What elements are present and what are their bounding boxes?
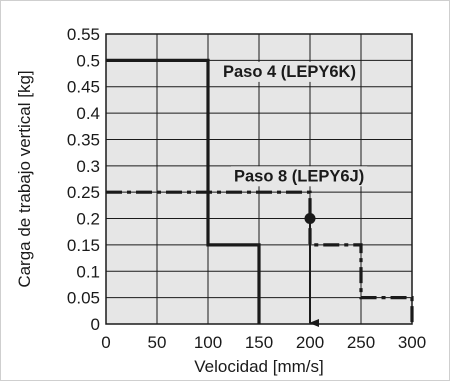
x-tick-label: 200 [296, 333, 324, 352]
y-tick-label: 0.1 [76, 262, 100, 281]
x-tick-labels: 0 50 100 150 200 250 300 [101, 333, 426, 352]
series-layer [106, 58, 414, 324]
y-axis-label: Carga de trabajo vertical [kg] [15, 70, 34, 287]
y-tick-label: 0.35 [67, 130, 100, 149]
x-tick-label: 0 [101, 333, 110, 352]
series-label: Paso 8 (LEPY6J) [234, 167, 364, 185]
y-tick-label: 0.55 [67, 25, 100, 44]
series-line-2 [106, 190, 414, 324]
y-tick-label: 0.4 [76, 104, 100, 123]
y-tick-label: 0.05 [67, 289, 100, 308]
series-label-background [231, 166, 368, 187]
x-tick-label: 300 [398, 333, 426, 352]
x-tick-label: 250 [347, 333, 375, 352]
series-label: Paso 4 (LEPY6K) [223, 63, 356, 81]
y-tick-labels: 0 0.05 0.1 0.15 0.2 0.25 0.3 0.35 0.4 0.45 0.5 0.55 [67, 25, 100, 334]
annotations-layer [304, 213, 319, 327]
y-tick-label: 0.5 [76, 51, 100, 70]
y-tick-label: 0.45 [67, 78, 100, 97]
x-tick-label: 50 [148, 333, 167, 352]
x-tick-label: 100 [194, 333, 222, 352]
y-tick-label: 0.2 [76, 210, 100, 229]
x-tick-label: 150 [245, 333, 273, 352]
y-tick-label: 0.25 [67, 183, 100, 202]
series-line-1 [106, 58, 261, 324]
series-label-background [220, 61, 359, 82]
y-tick-label: 0 [91, 315, 100, 334]
y-tick-label: 0.15 [67, 236, 100, 255]
y-tick-label: 0.3 [76, 157, 100, 176]
intersection-marker [304, 213, 316, 225]
series-labels: Paso 4 (LEPY6K) Paso 8 (LEPY6J) [220, 61, 368, 187]
x-axis-label: Velocidad [mm/s] [194, 357, 323, 376]
